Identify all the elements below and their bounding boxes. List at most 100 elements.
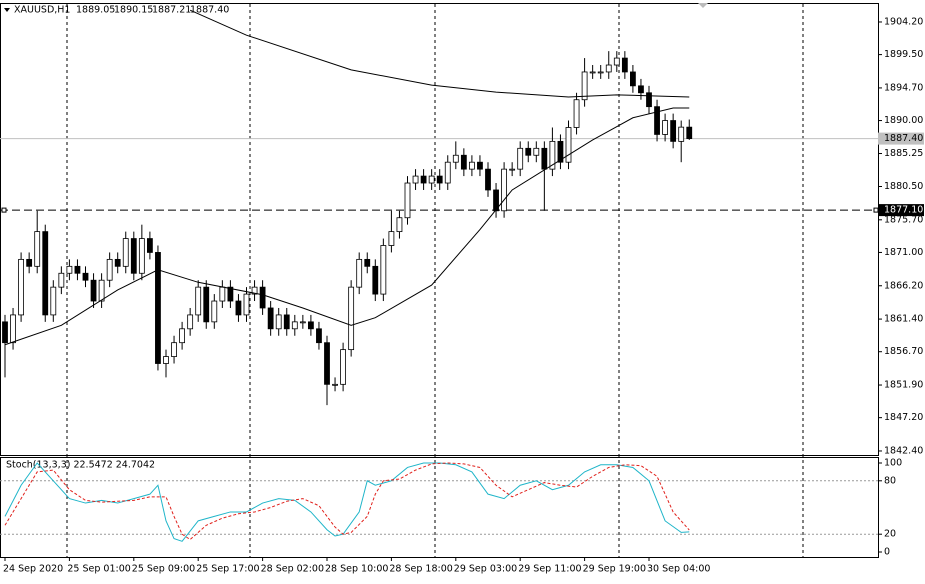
- candle-body: [122, 238, 129, 267]
- candle-body: [291, 321, 298, 330]
- y-tick-label: 1904.20: [884, 16, 923, 27]
- x-tick-label: 25 Sep 09:00: [132, 564, 195, 575]
- y-tick-label: 1875.70: [884, 214, 923, 225]
- candle-body: [565, 127, 572, 163]
- y-tick-label: 1871.00: [884, 247, 923, 258]
- candle-body: [203, 286, 210, 323]
- candle-body: [283, 314, 290, 330]
- y-tick-label: 1894.70: [884, 82, 923, 93]
- candle-body: [485, 168, 491, 191]
- candle-body: [106, 258, 113, 281]
- candle-body: [549, 140, 556, 170]
- ohlc-value: 1887.21: [152, 5, 191, 16]
- stoch-tick-label: 20: [884, 529, 896, 540]
- candle-body: [50, 286, 57, 316]
- y-tick-label: 1866.20: [884, 280, 923, 291]
- y-tick-label: 1847.20: [884, 412, 923, 423]
- candle-body: [187, 314, 194, 330]
- candle-body: [452, 154, 459, 163]
- y-tick-label: 1890.00: [884, 115, 923, 126]
- stoch-tick-label: 100: [884, 458, 902, 469]
- candle-body: [66, 265, 73, 274]
- candle-body: [251, 286, 258, 295]
- indicator-line: [4, 107, 690, 346]
- candle-body: [259, 286, 266, 309]
- candle-body: [227, 286, 234, 302]
- candle-body: [654, 106, 660, 135]
- candle-body: [501, 168, 508, 212]
- candle-body: [525, 147, 532, 156]
- candle-body: [662, 120, 668, 135]
- candle-body: [356, 258, 363, 288]
- y-tick-label: 1899.50: [884, 49, 923, 60]
- candle-body: [646, 92, 652, 108]
- candle-body: [340, 349, 347, 385]
- candle-body: [42, 231, 49, 316]
- ohlc-value: 1890.15: [114, 5, 153, 16]
- ohlc-value: 1889.05: [76, 5, 115, 16]
- candle-body: [468, 161, 475, 170]
- hline-handle: [873, 207, 879, 213]
- candle-body: [460, 154, 467, 170]
- candle-body: [74, 265, 81, 274]
- x-tick-label: 24 Sep 2020: [3, 564, 63, 575]
- x-tick-label: 29 Sep 19:00: [583, 564, 646, 575]
- candle-body: [146, 238, 153, 253]
- candle-body: [171, 342, 177, 357]
- candle-body: [420, 175, 427, 184]
- candle-body: [179, 328, 186, 344]
- candle-body: [299, 321, 306, 324]
- candle-body: [307, 321, 314, 330]
- candle-body: [267, 307, 274, 330]
- symbol: XAUUSD,H1: [14, 5, 70, 16]
- candle-body: [130, 238, 137, 274]
- candle-body: [388, 231, 395, 246]
- candle-body: [58, 272, 65, 288]
- candle-body: [477, 161, 483, 170]
- main-panel-frame: [0, 3, 879, 456]
- candle-body: [589, 71, 596, 74]
- stoch-tick-label: 0: [884, 547, 890, 558]
- x-tick-label: 30 Sep 04:00: [647, 564, 710, 575]
- indicator-line: [189, 9, 690, 98]
- x-tick-label: 25 Sep 01:00: [67, 564, 130, 575]
- candle-body: [597, 71, 604, 74]
- y-tick-label: 1851.90: [884, 380, 923, 391]
- stoch-tick-label: 80: [884, 475, 896, 486]
- candle-body: [541, 147, 548, 170]
- x-tick-label: 29 Sep 03:00: [454, 564, 517, 575]
- candle-body: [581, 71, 588, 101]
- candle-body: [82, 272, 89, 281]
- candle-body: [275, 314, 282, 330]
- candle-body: [211, 300, 218, 323]
- candle-body: [436, 175, 443, 184]
- shift-marker: [698, 3, 708, 8]
- candle-body: [163, 356, 169, 364]
- candle-body: [396, 217, 403, 233]
- candle-body: [404, 182, 411, 219]
- candle-body: [613, 57, 620, 66]
- candle-body: [621, 57, 628, 73]
- candle-body: [26, 258, 33, 267]
- candle-body: [138, 238, 145, 274]
- y-tick-label: 1842.40: [884, 445, 923, 456]
- bid-label: 1887.40: [884, 133, 923, 144]
- y-tick-label: 1856.70: [884, 346, 923, 357]
- candle-body: [324, 342, 330, 385]
- candle-body: [219, 286, 226, 302]
- hline-label: 1877.10: [884, 205, 923, 216]
- indicator-line: [4, 462, 690, 541]
- candle-body: [364, 258, 371, 267]
- candle-body: [114, 258, 121, 267]
- y-tick-label: 1861.40: [884, 314, 923, 325]
- candle-body: [2, 321, 8, 344]
- candle-body: [686, 126, 693, 139]
- x-tick-label: 28 Sep 02:00: [261, 564, 324, 575]
- candle-body: [444, 161, 451, 184]
- candle-body: [34, 231, 41, 267]
- y-tick-label: 1880.50: [884, 181, 923, 192]
- candle-body: [235, 300, 242, 316]
- candle-body: [517, 147, 524, 170]
- x-tick-label: 29 Sep 11:00: [518, 564, 581, 575]
